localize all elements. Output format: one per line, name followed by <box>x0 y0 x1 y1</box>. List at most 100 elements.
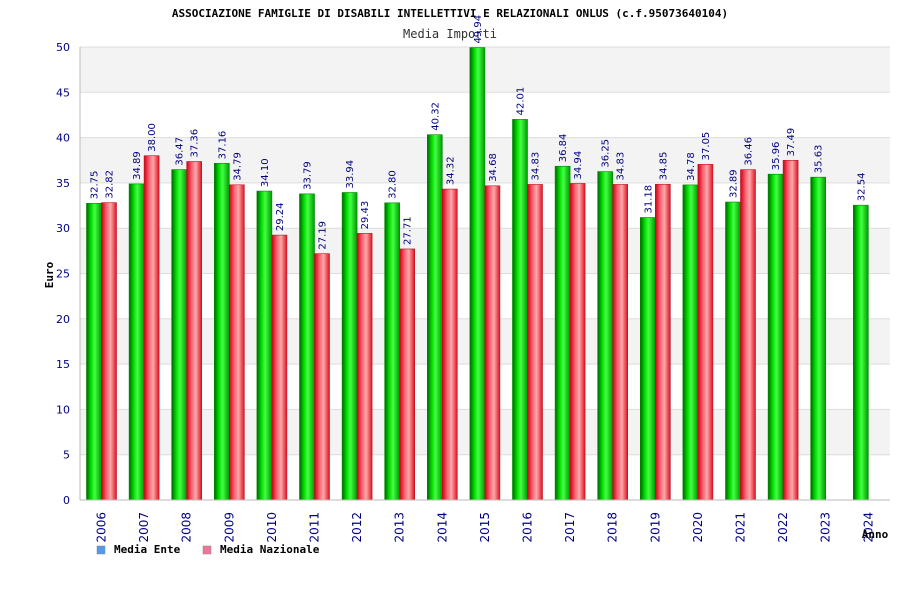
data-label: 29.43 <box>360 201 371 230</box>
bar-media-nazionale-2013 <box>399 248 416 501</box>
data-label: 34.94 <box>573 151 584 180</box>
bar-media-ente-2006 <box>86 202 102 501</box>
x-tick-label: 2019 <box>648 512 662 543</box>
data-label: 32.54 <box>856 173 867 202</box>
data-label: 36.46 <box>744 137 755 166</box>
legend-swatch-media-nazionale <box>202 545 212 555</box>
x-tick-label: 2014 <box>435 512 449 543</box>
bar-media-nazionale-2022 <box>782 160 799 501</box>
bar-media-ente-2018 <box>597 171 614 501</box>
data-label: 37.36 <box>190 129 201 158</box>
data-label: 34.78 <box>686 152 697 181</box>
x-tick-label: 2023 <box>819 512 833 543</box>
data-label: 36.47 <box>175 137 186 166</box>
x-axis-label: Anno <box>862 528 889 541</box>
x-tick-label: 2022 <box>776 512 790 543</box>
data-label: 33.94 <box>345 160 356 189</box>
data-label: 34.79 <box>232 152 243 181</box>
bar-media-ente-2010 <box>256 190 273 501</box>
x-tick-label: 2018 <box>606 512 620 543</box>
bar-media-ente-2008 <box>171 169 187 501</box>
data-label: 32.80 <box>388 170 399 199</box>
data-label: 34.32 <box>445 156 456 185</box>
y-tick-label: 10 <box>56 403 70 416</box>
data-label: 35.96 <box>771 142 782 171</box>
y-tick-label: 25 <box>56 268 70 281</box>
data-label: 34.68 <box>488 153 499 182</box>
data-label: 27.19 <box>318 221 329 250</box>
bar-media-nazionale-2018 <box>612 184 629 501</box>
bar-media-nazionale-2008 <box>186 161 202 501</box>
bar-media-nazionale-2009 <box>229 184 245 501</box>
bar-media-ente-2015 <box>469 47 486 501</box>
bar-media-ente-2023 <box>810 176 827 501</box>
bar-media-nazionale-2010 <box>271 234 288 501</box>
legend-swatch-media-ente <box>96 545 106 555</box>
bar-media-ente-2022 <box>767 173 784 501</box>
x-tick-label: 2009 <box>222 512 236 543</box>
data-label: 29.24 <box>275 202 286 231</box>
data-label: 37.05 <box>701 132 712 161</box>
data-label: 36.25 <box>601 139 612 168</box>
y-axis-label: Euro <box>43 261 56 288</box>
x-tick-label: 2016 <box>521 512 535 543</box>
data-label: 40.32 <box>430 102 441 131</box>
x-tick-label: 2011 <box>308 512 322 543</box>
data-label: 34.85 <box>658 152 669 181</box>
chart-title: ASSOCIAZIONE FAMIGLIE DI DISABILI INTELL… <box>172 7 728 20</box>
bar-media-nazionale-2021 <box>740 169 756 501</box>
bar-media-ente-2021 <box>725 201 741 501</box>
bar-media-nazionale-2020 <box>697 164 714 501</box>
data-label: 35.63 <box>814 145 825 174</box>
data-label: 49.94 <box>473 15 484 44</box>
legend: Media Ente Media Nazionale <box>96 543 320 556</box>
data-label: 34.83 <box>531 152 542 181</box>
x-axis-ticks: 2006 2007 2008 2009 2010 2011 2012 2013 2014 2015… <box>95 512 876 543</box>
x-tick-label: 2010 <box>265 512 279 543</box>
y-tick-label: 40 <box>56 132 70 145</box>
y-tick-label: 30 <box>56 222 70 235</box>
y-tick-label: 45 <box>56 86 70 99</box>
x-tick-label: 2024 <box>861 512 875 543</box>
x-tick-label: 2007 <box>137 512 151 543</box>
data-label: 31.18 <box>643 185 654 214</box>
bar-media-nazionale-2011 <box>314 253 330 501</box>
y-tick-label: 35 <box>56 177 70 190</box>
x-tick-label: 2015 <box>478 512 492 543</box>
y-axis-ticks: 0 5 10 15 20 25 30 35 40 45 50 <box>56 41 70 507</box>
data-label: 38.00 <box>147 123 158 152</box>
y-tick-label: 15 <box>56 358 70 371</box>
data-labels: 32.75 32.82 34.89 38.00 36.47 37.36 37.16 34.79… <box>90 15 868 250</box>
y-tick-label: 20 <box>56 313 70 326</box>
data-label: 37.49 <box>786 128 797 157</box>
bar-media-ente-2016 <box>512 119 528 501</box>
data-label: 42.01 <box>516 87 527 116</box>
data-label: 32.75 <box>90 171 101 200</box>
data-label: 36.84 <box>558 134 569 163</box>
bars <box>86 47 869 501</box>
x-tick-label: 2006 <box>95 512 109 543</box>
bar-media-nazionale-2007 <box>143 155 160 501</box>
bar-media-ente-2012 <box>341 192 358 501</box>
bar-media-nazionale-2017 <box>569 183 586 501</box>
chart-subtitle: Media Importi <box>403 27 497 41</box>
y-tick-label: 50 <box>56 41 70 54</box>
bar-media-ente-2011 <box>299 193 315 501</box>
data-label: 34.89 <box>132 151 143 180</box>
y-tick-label: 5 <box>63 449 70 462</box>
data-label: 37.16 <box>217 131 228 160</box>
x-tick-label: 2012 <box>350 512 364 543</box>
y-tick-label: 0 <box>63 494 70 507</box>
x-tick-label: 2013 <box>393 512 407 543</box>
data-label: 34.10 <box>260 158 271 187</box>
bar-media-ente-2024 <box>852 204 869 501</box>
bar-media-nazionale-2015 <box>484 185 501 501</box>
x-tick-label: 2017 <box>563 512 577 543</box>
legend-label-media-nazionale: Media Nazionale <box>220 543 320 556</box>
bar-media-ente-2019 <box>639 217 656 501</box>
data-label: 33.79 <box>303 161 314 190</box>
data-label: 32.82 <box>105 170 116 199</box>
bar-media-ente-2014 <box>426 134 443 501</box>
bar-media-ente-2017 <box>554 165 571 501</box>
